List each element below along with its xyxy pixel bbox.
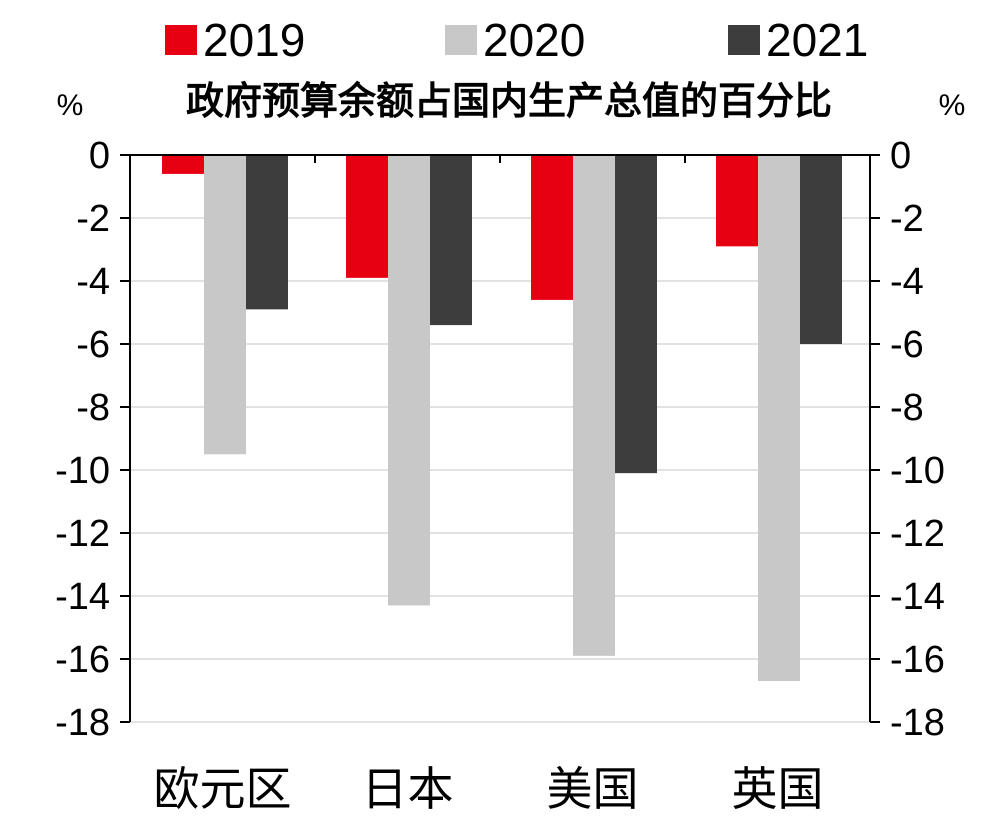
y-tick-label-right-7: -14 <box>890 576 945 618</box>
category-label-1: 日本 <box>362 762 454 816</box>
y-tick-label-right-0: 0 <box>890 135 911 177</box>
y-unit-right: % <box>939 89 966 122</box>
y-tick-labels-left: 0 -2 -4 -6 -8 -10 -12 -14 -16 -18 <box>55 135 110 744</box>
y-tick-label-left-2: -4 <box>76 261 110 303</box>
bars <box>162 155 842 682</box>
legend: 2019 2020 2021 <box>165 14 868 66</box>
bar-2019-3 <box>716 155 758 247</box>
y-tick-label-left-4: -8 <box>76 387 110 429</box>
y-tick-label-left-7: -14 <box>55 576 110 618</box>
bar-2021-1 <box>430 155 472 326</box>
bar-2020-1 <box>388 155 430 606</box>
bar-2021-0 <box>246 155 288 310</box>
bar-2019-1 <box>346 155 388 278</box>
y-tick-label-left-9: -18 <box>55 702 110 744</box>
bar-2020-2 <box>573 155 615 656</box>
y-tick-label-left-6: -12 <box>55 513 110 555</box>
bar-2020-0 <box>204 155 246 455</box>
legend-label-2019: 2019 <box>203 14 305 66</box>
y-tick-label-left-3: -6 <box>76 324 110 366</box>
y-tick-label-left-8: -16 <box>55 639 110 681</box>
y-tick-label-right-1: -2 <box>890 198 924 240</box>
bar-2021-3 <box>800 155 842 344</box>
legend-swatch-2019 <box>165 25 197 55</box>
bar-2019-2 <box>531 155 573 300</box>
y-tick-labels-right: 0 -2 -4 -6 -8 -10 -12 -14 -16 -18 <box>890 135 945 744</box>
legend-label-2021: 2021 <box>766 14 868 66</box>
y-tick-label-right-9: -18 <box>890 702 945 744</box>
y-tick-label-right-8: -16 <box>890 639 945 681</box>
chart-title: 政府预算余额占国内生产总值的百分比 <box>186 79 832 123</box>
category-label-0: 欧元区 <box>154 762 292 816</box>
y-tick-label-right-3: -6 <box>890 324 924 366</box>
y-tick-label-left-1: -2 <box>76 198 110 240</box>
bar-2020-3 <box>758 155 800 682</box>
y-tick-label-left-5: -10 <box>55 450 110 492</box>
category-label-3: 英国 <box>732 762 824 816</box>
y-tick-label-right-4: -8 <box>890 387 924 429</box>
bar-2019-0 <box>162 155 204 174</box>
y-tick-label-right-6: -12 <box>890 513 945 555</box>
category-labels: 欧元区 日本 美国 英国 <box>154 762 824 816</box>
axes <box>120 154 880 723</box>
category-label-2: 美国 <box>547 762 639 816</box>
legend-label-2020: 2020 <box>483 14 585 66</box>
y-tick-label-left-0: 0 <box>89 135 110 177</box>
y-tick-label-right-2: -4 <box>890 261 924 303</box>
y-unit-left: % <box>57 89 84 122</box>
bar-2021-2 <box>615 155 657 474</box>
y-tick-label-right-5: -10 <box>890 450 945 492</box>
legend-swatch-2021 <box>728 25 760 55</box>
legend-swatch-2020 <box>445 25 477 55</box>
